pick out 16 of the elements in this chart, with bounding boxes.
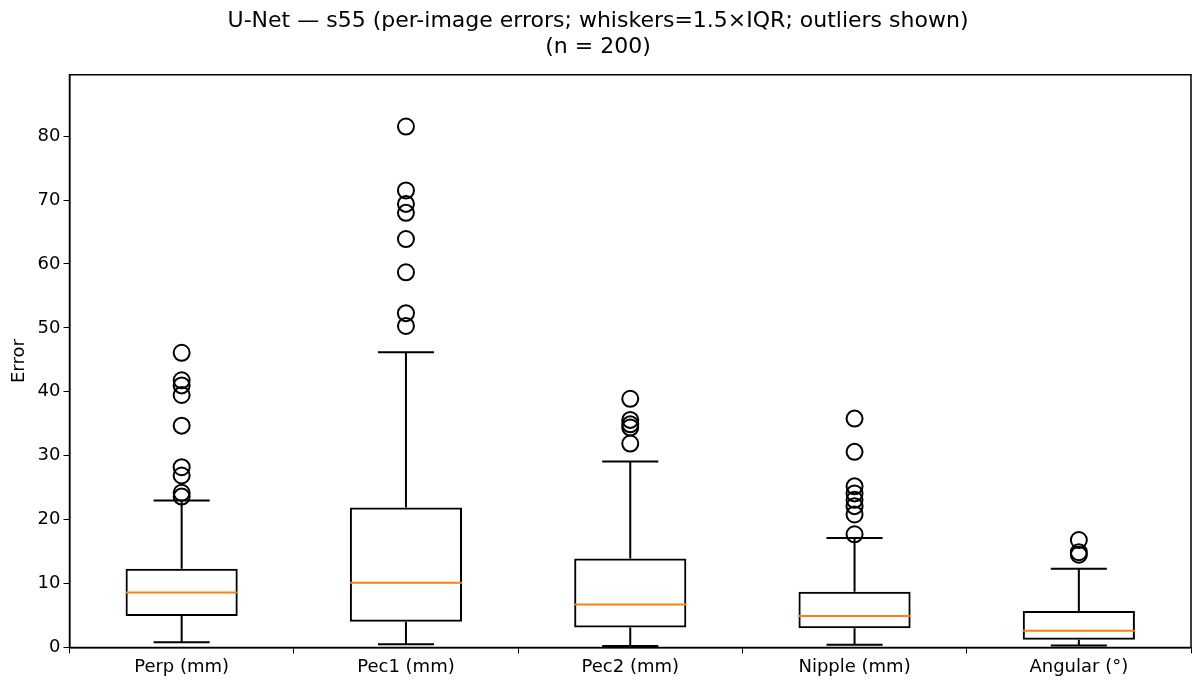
y-tick-label: 50	[37, 315, 61, 337]
x-tick-label: Perp (mm)	[134, 654, 230, 676]
y-tick-label: 0	[49, 635, 61, 657]
y-tick-label: 20	[37, 507, 61, 529]
x-tick-label: Pec2 (mm)	[581, 654, 679, 676]
y-axis-title: Error	[7, 338, 29, 384]
x-tick-label: Pec1 (mm)	[357, 654, 455, 676]
y-tick-label: 30	[37, 443, 61, 465]
x-tick-label: Nipple (mm)	[798, 654, 911, 676]
y-tick-label: 70	[37, 187, 61, 209]
y-tick-label: 60	[37, 251, 61, 273]
y-tick-label: 80	[37, 123, 61, 145]
y-tick-label: 40	[37, 379, 61, 401]
y-tick-label: 10	[37, 571, 61, 593]
x-tick-label: Angular (°)	[1029, 654, 1129, 676]
chart-title: U-Net — s55 (per-image errors; whiskers=1.5×IQR; outliers shown) (n = 200)	[227, 6, 969, 59]
